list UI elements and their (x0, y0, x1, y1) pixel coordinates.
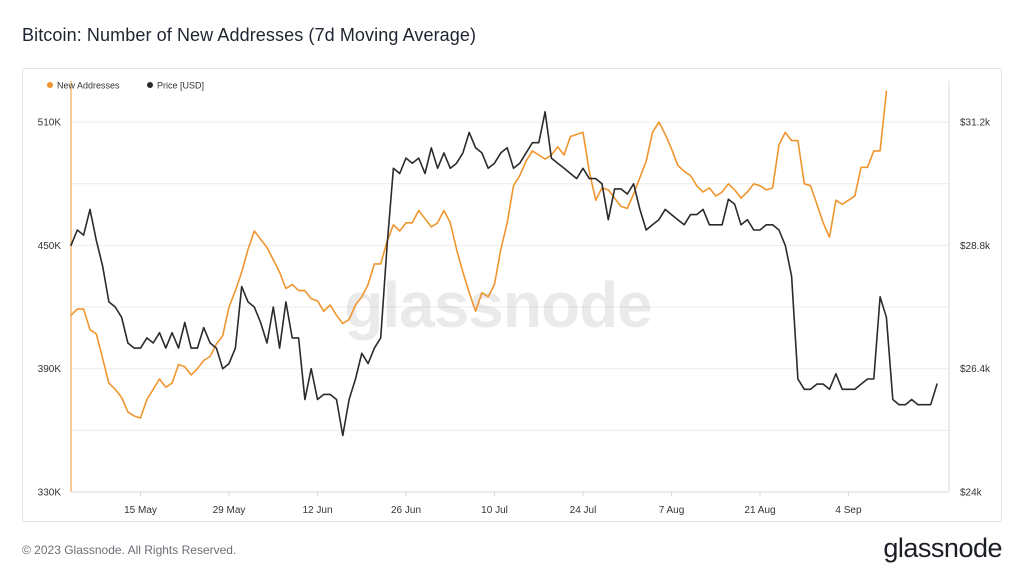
series-layer (70, 90, 938, 437)
x-tick-label: 12 Jun (303, 505, 333, 516)
chart-title: Bitcoin: Number of New Addresses (7d Mov… (22, 25, 477, 45)
glassnode-logo[interactable]: glassnode (883, 533, 1002, 563)
x-tick-label: 26 Jun (391, 505, 421, 516)
x-tick-label: 7 Aug (659, 505, 685, 516)
y-left-tick-label: 330K (38, 488, 62, 499)
series-price-line[interactable] (70, 110, 938, 437)
x-ticks: 15 May 29 May 12 Jun 26 Jun 10 Jul 24 Jul 7 Au… (124, 492, 862, 516)
axes (70, 81, 950, 493)
legend-swatch-new-addresses (47, 82, 53, 88)
x-tick-label: 21 Aug (744, 505, 775, 516)
x-tick-label: 15 May (124, 505, 157, 516)
copyright-footer: © 2023 Glassnode. All Rights Reserved. (22, 543, 237, 557)
y-left-tick-label: 450K (38, 241, 62, 252)
x-tick-label: 4 Sep (835, 505, 862, 516)
y-right-ticks: $24k $26.4k $28.8k $31.2k (960, 118, 991, 499)
chart-svg: glassnode 330K 390K 450K 510K $24k $26.4k $28… (38, 81, 991, 517)
y-right-tick-label: $24k (960, 488, 983, 499)
y-right-tick-label: $28.8k (960, 241, 991, 252)
y-right-tick-label: $31.2k (960, 118, 991, 129)
y-left-tick-label: 510K (38, 118, 62, 129)
y-right-tick-label: $26.4k (960, 364, 991, 375)
chart-panel: glassnode 330K 390K 450K 510K $24k $26.4k $28… (22, 68, 1002, 522)
y-left-tick-label: 390K (38, 364, 62, 375)
legend[interactable]: New Addresses Price [USD] (47, 81, 204, 91)
y-left-ticks: 330K 390K 450K 510K (38, 118, 62, 499)
grid (71, 121, 949, 493)
watermark: glassnode (344, 269, 652, 341)
legend-label-price[interactable]: Price [USD] (157, 81, 204, 91)
legend-label-new-addresses[interactable]: New Addresses (57, 81, 120, 91)
x-tick-label: 10 Jul (481, 505, 508, 516)
x-tick-label: 29 May (213, 505, 246, 516)
x-tick-label: 24 Jul (570, 505, 597, 516)
legend-swatch-price (147, 82, 153, 88)
series-new-addresses-line[interactable] (70, 90, 888, 419)
